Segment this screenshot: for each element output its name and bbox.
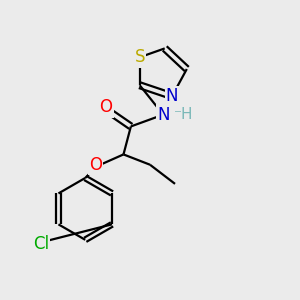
Text: S: S	[134, 48, 145, 66]
Text: Cl: Cl	[33, 235, 49, 253]
Text: O: O	[99, 98, 112, 116]
Text: N: N	[166, 87, 178, 105]
Text: N: N	[157, 106, 169, 124]
Text: O: O	[89, 156, 102, 174]
Text: ⁻H: ⁻H	[174, 106, 194, 122]
